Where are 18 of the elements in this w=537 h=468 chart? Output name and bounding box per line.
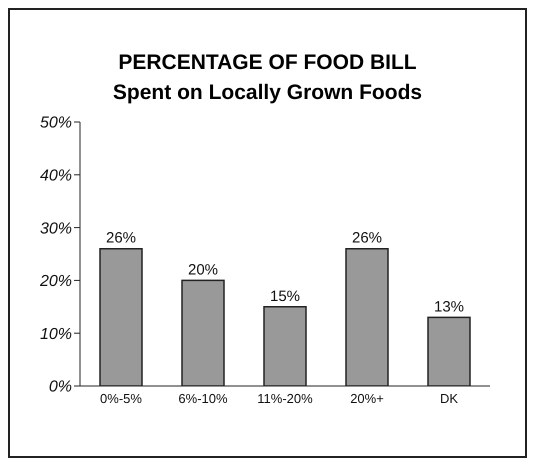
data-label: 26%	[352, 230, 382, 247]
y-tick-label: 20%	[38, 273, 72, 290]
x-tick-label: 11%-20%	[257, 391, 314, 406]
y-tick-label: 0%	[48, 378, 72, 396]
chart-title: PERCENTAGE OF FOOD BILL	[117, 50, 418, 76]
y-tick-label: 10%	[40, 326, 72, 343]
x-tick-label: 0%-5%	[100, 391, 142, 406]
y-tick-label: 30%	[40, 220, 72, 238]
data-label: 13%	[434, 298, 464, 316]
x-tick-label: 20%+	[350, 391, 384, 406]
data-label: 20%	[188, 261, 218, 278]
data-label: 26%	[106, 230, 136, 247]
y-tick-label: 50%	[40, 114, 72, 132]
x-tick-label: 6%-10%	[178, 391, 228, 406]
x-tick-label: DK	[440, 391, 458, 406]
y-tick-label: 40%	[40, 167, 72, 184]
data-label: 15%	[270, 288, 300, 305]
chart-subtitle: Spent on Locally Grown Foods	[112, 80, 424, 106]
